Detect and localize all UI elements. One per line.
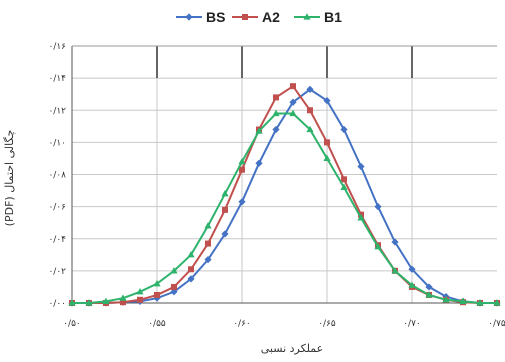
- data-point-bs: [374, 203, 382, 211]
- data-point-a2: [171, 283, 177, 290]
- data-point-bs: [255, 159, 263, 167]
- data-point-b1: [357, 214, 365, 221]
- data-point-b1: [425, 291, 433, 298]
- legend-label-a2: A2: [262, 9, 280, 25]
- x-tick-label: ۰/۷۵: [488, 319, 505, 329]
- data-point-b1: [408, 281, 416, 288]
- data-point-b1: [221, 189, 229, 197]
- data-point-b1: [102, 297, 110, 304]
- data-point-a2: [154, 291, 160, 298]
- x-tick-label: ۰/۶۰: [233, 319, 251, 329]
- y-tick-label: ۰/۱۴: [48, 74, 66, 84]
- data-point-bs: [340, 125, 348, 134]
- series-line-b1: [72, 112, 497, 304]
- y-axis-title: (PDF) چگالی احتمال: [3, 130, 16, 227]
- x-tick-label: ۰/۷۰: [403, 319, 421, 329]
- legend-marker-b1: [303, 13, 311, 20]
- data-point-bs: [204, 256, 212, 264]
- y-tick-label: ۰/۰۶: [48, 203, 66, 213]
- x-tick-label: ۰/۶۵: [318, 319, 336, 329]
- x-tick-label: ۰/۵۰: [63, 319, 81, 329]
- y-tick-label: ۰/۰۲: [48, 267, 66, 277]
- legend-label-bs: BS: [206, 9, 225, 25]
- y-tick-label: ۰/۰۴: [48, 235, 66, 245]
- data-point-b1: [340, 183, 348, 190]
- data-point-b1: [289, 109, 297, 117]
- data-point-b1: [153, 279, 161, 287]
- data-point-bs: [187, 275, 195, 283]
- y-tick-label: ۰/۱۶: [48, 42, 66, 52]
- data-point-b1: [323, 154, 331, 162]
- data-point-b1: [85, 299, 93, 306]
- legend-label-b1: B1: [324, 9, 342, 25]
- data-point-a2: [307, 107, 313, 114]
- data-point-bs: [425, 283, 433, 291]
- data-point-b1: [204, 222, 212, 229]
- y-tick-label: ۰/۱۰: [48, 138, 66, 148]
- data-point-a2: [341, 176, 347, 183]
- data-point-b1: [459, 297, 467, 304]
- grid-lines: [72, 45, 497, 303]
- x-tick-label: ۰/۵۵: [148, 319, 166, 329]
- legend-marker-a2: [242, 14, 248, 20]
- y-tick-label: ۰/۰۰: [48, 299, 66, 309]
- series-b1: [68, 109, 501, 306]
- data-point-bs: [408, 265, 416, 273]
- data-point-b1: [119, 294, 127, 301]
- data-point-b1: [238, 157, 246, 165]
- data-point-b1: [493, 299, 501, 306]
- data-point-bs: [272, 125, 280, 134]
- data-point-b1: [374, 242, 382, 250]
- data-point-a2: [188, 266, 194, 273]
- data-point-a2: [290, 83, 296, 90]
- x-axis-title: عملکرد نسبی: [261, 342, 323, 355]
- data-point-b1: [476, 299, 484, 306]
- data-point-a2: [120, 299, 126, 306]
- legend: BS A2 B1: [176, 9, 342, 25]
- data-point-b1: [68, 299, 76, 306]
- data-point-a2: [239, 166, 245, 173]
- data-point-bs: [170, 288, 178, 296]
- series-bs: [68, 85, 501, 307]
- data-point-b1: [306, 125, 314, 133]
- axes: [71, 45, 497, 304]
- legend-marker-bs: [185, 13, 193, 21]
- data-point-b1: [391, 267, 399, 274]
- tick-labels: ۰/۰۰ ۰/۰۲ ۰/۰۴ ۰/۰۶ ۰/۰۸ ۰/۱۰ ۰/۱۲ ۰/۱۴ ۰/۱۶ ۰/۵۰…: [48, 42, 505, 329]
- legend-item-b1: B1: [294, 9, 342, 25]
- data-point-bs: [289, 98, 297, 106]
- legend-item-bs: BS: [176, 9, 225, 25]
- data-point-bs: [357, 162, 365, 171]
- data-point-a2: [205, 240, 211, 247]
- data-point-b1: [442, 295, 450, 303]
- legend-item-a2: A2: [232, 9, 280, 25]
- data-point-a2: [222, 206, 228, 213]
- data-point-bs: [238, 198, 246, 206]
- data-point-bs: [391, 238, 399, 246]
- y-tick-label: ۰/۰۸: [48, 171, 66, 181]
- data-point-a2: [137, 296, 143, 303]
- data-point-bs: [306, 85, 314, 93]
- data-point-bs: [323, 97, 331, 105]
- data-point-b1: [136, 287, 144, 295]
- data-point-a2: [324, 139, 330, 146]
- data-point-a2: [273, 94, 279, 101]
- data-point-b1: [255, 127, 263, 134]
- data-point-b1: [272, 109, 280, 117]
- series-group: [68, 83, 501, 307]
- data-point-b1: [170, 267, 178, 274]
- data-point-bs: [221, 230, 229, 238]
- data-point-bs: [153, 294, 161, 302]
- y-tick-label: ۰/۱۲: [48, 106, 66, 116]
- data-point-b1: [187, 251, 195, 258]
